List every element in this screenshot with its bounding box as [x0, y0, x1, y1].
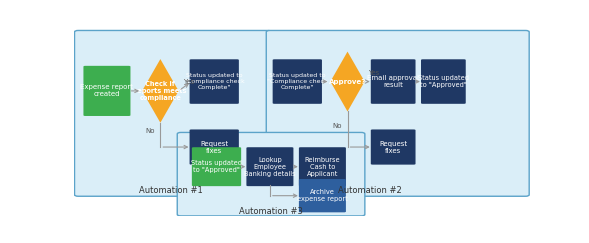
Text: No: No — [333, 122, 342, 129]
Text: Request
fixes: Request fixes — [200, 140, 229, 154]
Text: Yes: Yes — [183, 79, 194, 85]
FancyBboxPatch shape — [299, 147, 346, 186]
FancyBboxPatch shape — [84, 66, 130, 116]
Text: Automation #1: Automation #1 — [139, 186, 203, 195]
Text: Status updated
to "Approved": Status updated to "Approved" — [191, 160, 242, 173]
Text: Status updated to
"Compliance check
Complete": Status updated to "Compliance check Comp… — [184, 73, 244, 90]
FancyBboxPatch shape — [190, 59, 239, 104]
Text: Reimburse
Cash to
Applicant: Reimburse Cash to Applicant — [305, 157, 340, 177]
FancyBboxPatch shape — [421, 59, 466, 104]
Text: Lookup
Employee
Banking details: Lookup Employee Banking details — [244, 157, 296, 177]
Text: Status updated
to "Approved": Status updated to "Approved" — [418, 75, 469, 88]
FancyBboxPatch shape — [371, 130, 415, 165]
Text: Status updated to
"Compliance check
Complete": Status updated to "Compliance check Comp… — [267, 73, 327, 90]
FancyBboxPatch shape — [266, 30, 529, 196]
Text: Automation #3: Automation #3 — [239, 207, 303, 216]
FancyBboxPatch shape — [192, 147, 241, 186]
Text: Approve?: Approve? — [329, 78, 366, 85]
FancyBboxPatch shape — [371, 59, 415, 104]
Text: Archive
expense report: Archive expense report — [297, 189, 348, 202]
FancyBboxPatch shape — [75, 30, 272, 196]
Text: Expense report
created: Expense report created — [81, 84, 134, 97]
Text: Automation #2: Automation #2 — [339, 186, 402, 195]
Text: No: No — [145, 128, 155, 134]
FancyBboxPatch shape — [177, 132, 365, 216]
FancyBboxPatch shape — [246, 147, 293, 186]
Text: Request
fixes: Request fixes — [379, 140, 407, 154]
Text: Email approval
result: Email approval result — [367, 75, 419, 88]
FancyBboxPatch shape — [190, 130, 239, 165]
Polygon shape — [330, 52, 365, 112]
Text: Check if
reports meets
compliance: Check if reports meets compliance — [134, 81, 187, 101]
FancyBboxPatch shape — [273, 59, 322, 104]
Text: Yes: Yes — [368, 70, 379, 76]
FancyBboxPatch shape — [299, 179, 346, 212]
Polygon shape — [142, 59, 178, 123]
